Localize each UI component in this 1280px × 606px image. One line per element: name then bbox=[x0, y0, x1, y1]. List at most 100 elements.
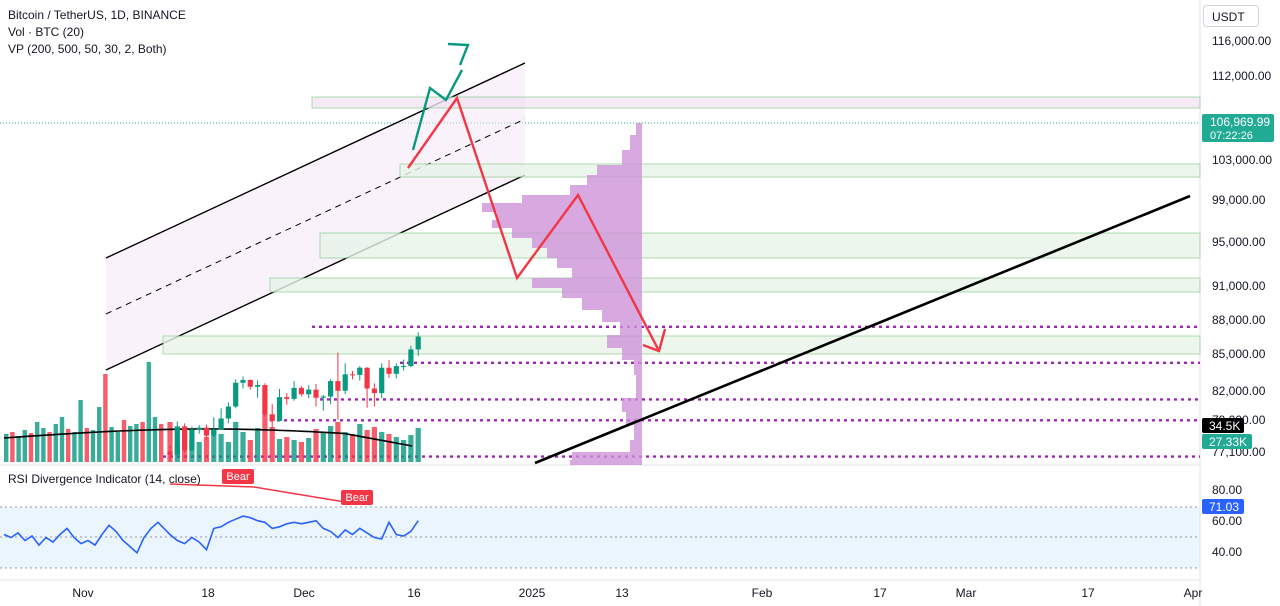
volume-bars bbox=[4, 362, 421, 462]
volume-bar bbox=[225, 442, 231, 462]
volume-bar bbox=[115, 432, 120, 462]
bullish-projection-path[interactable] bbox=[411, 69, 464, 151]
volume-bar bbox=[140, 422, 145, 462]
time-tick-label: 16 bbox=[407, 586, 421, 600]
volume-bar bbox=[35, 422, 40, 462]
time-tick-label: Mar bbox=[956, 586, 977, 600]
time-axis[interactable]: Nov 18 Dec 16 2025 13 Feb 17 Mar 17 Apr bbox=[72, 586, 1202, 600]
price-tick-label: 103,000.00 bbox=[1212, 153, 1272, 167]
volume-bar bbox=[291, 440, 297, 462]
bearish-arrowhead bbox=[642, 328, 667, 353]
volume-bar bbox=[415, 428, 421, 462]
time-tick-label: 17 bbox=[873, 586, 887, 600]
volume-bar bbox=[364, 430, 370, 462]
candle-body bbox=[306, 389, 312, 395]
profile-bin bbox=[622, 398, 642, 412]
profile-bin bbox=[630, 440, 642, 452]
candlestick-series bbox=[167, 332, 421, 462]
profile-bin bbox=[570, 185, 642, 195]
profile-bin bbox=[622, 150, 642, 165]
time-tick-label: Feb bbox=[752, 586, 773, 600]
volume-bar bbox=[146, 362, 151, 462]
volume-bar bbox=[22, 430, 27, 462]
profile-bin bbox=[562, 288, 642, 298]
bearish-projection-path[interactable] bbox=[407, 95, 660, 350]
price-tick-label: 112,000.00 bbox=[1212, 69, 1271, 83]
rsi-tick-label: 60.00 bbox=[1212, 514, 1242, 528]
rsi-axis: 80.00 60.00 40.00 bbox=[1212, 483, 1242, 559]
volume-bar bbox=[211, 428, 217, 462]
candle-body bbox=[401, 366, 407, 368]
candle-body bbox=[349, 374, 356, 376]
volume-bar bbox=[152, 417, 158, 462]
volume-bar bbox=[97, 407, 102, 462]
volume-bar bbox=[203, 437, 210, 462]
volume-profile bbox=[482, 123, 642, 465]
candle-body bbox=[357, 367, 363, 375]
volume-bar bbox=[233, 422, 239, 462]
volume-bar bbox=[298, 442, 304, 462]
candle-body bbox=[225, 406, 231, 419]
profile-bin bbox=[607, 335, 642, 348]
channel-midline[interactable] bbox=[105, 118, 526, 315]
bear-signal-1: Bear bbox=[222, 469, 254, 484]
volume-bar bbox=[4, 434, 9, 462]
price-axis[interactable]: 116,000.00 112,000.00 103,000.00 99,000.00 9… bbox=[1212, 34, 1272, 459]
volume-bar bbox=[328, 426, 334, 462]
volume-ma-badge bbox=[1202, 434, 1252, 449]
volume-bar bbox=[269, 427, 275, 462]
bullish-arrowhead bbox=[447, 42, 470, 66]
time-tick-label: Apr bbox=[1184, 586, 1203, 600]
price-tick-label: 82,000.00 bbox=[1212, 384, 1266, 398]
level-zone-1[interactable] bbox=[311, 96, 1201, 109]
rsi-legend[interactable]: RSI Divergence Indicator (14, close) bbox=[8, 472, 201, 486]
candle-body bbox=[233, 382, 239, 407]
rsi-divergence-line-1 bbox=[169, 483, 255, 488]
profile-bin bbox=[532, 278, 642, 288]
rsi-tick-label: 80.00 bbox=[1212, 483, 1242, 497]
profile-bin bbox=[620, 322, 642, 335]
volume-bar bbox=[393, 437, 399, 462]
rsi-value-badge-text: 71.03 bbox=[1209, 500, 1239, 514]
price-tick-label: 95,000.00 bbox=[1212, 235, 1266, 249]
volume-bar bbox=[379, 432, 385, 462]
level-zone-5[interactable] bbox=[162, 335, 1201, 355]
level-zone-2[interactable] bbox=[399, 163, 1201, 178]
time-tick-label: 2025 bbox=[519, 586, 546, 600]
volume-profile-legend[interactable]: VP (200, 500, 50, 30, 2, Both) bbox=[8, 42, 167, 56]
symbol-legend[interactable]: Bitcoin / TetherUS, 1D, BINANCE bbox=[8, 8, 186, 22]
candle-body bbox=[320, 396, 326, 398]
time-tick-label: Dec bbox=[293, 586, 314, 600]
volume-bar bbox=[320, 432, 326, 462]
candle-body bbox=[240, 379, 246, 383]
profile-bin bbox=[572, 268, 642, 278]
volume-bar bbox=[66, 429, 71, 462]
volume-legend[interactable]: Vol · BTC (20) bbox=[8, 25, 85, 39]
volume-bar bbox=[284, 437, 290, 462]
volume-bar bbox=[247, 440, 253, 462]
time-tick-label: 18 bbox=[201, 586, 215, 600]
candle-body bbox=[415, 336, 421, 350]
time-tick-label: Nov bbox=[72, 586, 93, 600]
volume-bar bbox=[371, 427, 377, 462]
long-trend-line[interactable] bbox=[534, 194, 1191, 465]
bear-signal-2: Bear bbox=[341, 490, 373, 505]
support-resistance-zones[interactable] bbox=[162, 96, 1201, 458]
volume-bar bbox=[84, 428, 89, 462]
rsi-divergence-line-2 bbox=[253, 486, 358, 505]
currency-button[interactable]: USDT bbox=[1203, 5, 1259, 27]
bear-signal-label-1: Bear bbox=[226, 471, 250, 483]
price-tick-label: 91,000.00 bbox=[1212, 279, 1266, 293]
profile-bin bbox=[522, 195, 642, 203]
volume-badge bbox=[1202, 418, 1244, 433]
profile-bin bbox=[512, 228, 642, 238]
volume-bar bbox=[306, 438, 312, 462]
profile-bin bbox=[602, 310, 642, 322]
volume-bar bbox=[313, 429, 319, 462]
volume-bar bbox=[16, 436, 21, 462]
level-zone-3[interactable] bbox=[319, 232, 1201, 259]
channel-upper-line[interactable] bbox=[105, 62, 526, 259]
volume-bar bbox=[72, 432, 77, 462]
level-zone-4[interactable] bbox=[269, 277, 1201, 293]
